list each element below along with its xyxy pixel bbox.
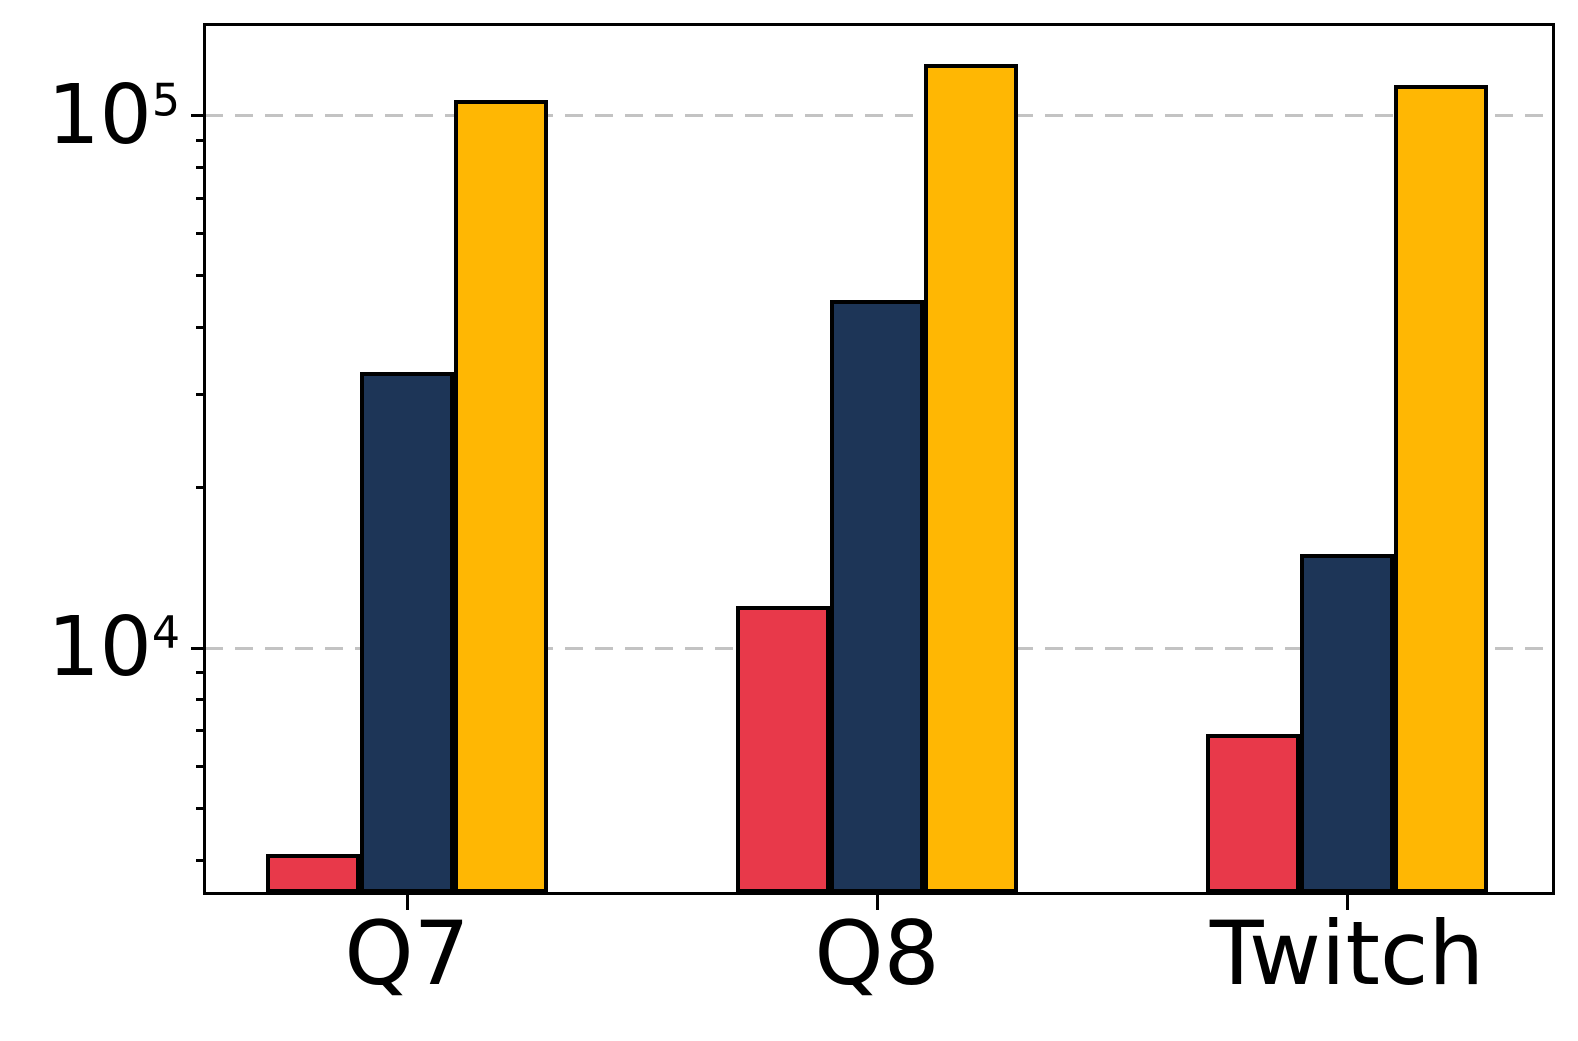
x-tick-q8: [875, 893, 879, 910]
gridline-10e5: [205, 114, 1553, 118]
y-minor-tick: [196, 764, 205, 768]
y-tick-label-exponent: 5: [151, 75, 180, 127]
y-major-tick-10e5: [191, 114, 205, 118]
x-tick-twitch: [1345, 893, 1349, 910]
y-tick-label-base: 10: [47, 67, 152, 163]
y-minor-tick: [196, 196, 205, 200]
y-minor-tick: [196, 392, 205, 396]
bar-q7-navy: [360, 372, 454, 893]
bars-layer: [205, 25, 1553, 893]
x-tick-label-twitch: Twitch: [1209, 902, 1485, 1005]
y-minor-tick: [196, 274, 205, 278]
y-minor-tick: [196, 807, 205, 811]
y-tick-label-10e4: 104: [8, 607, 180, 689]
bar-twitch-navy: [1300, 554, 1394, 893]
y-minor-tick: [196, 232, 205, 236]
y-minor-tick: [196, 165, 205, 169]
bar-twitch-red: [1206, 734, 1300, 893]
y-major-tick-10e4: [191, 646, 205, 650]
x-tick-label-q8: Q8: [814, 902, 940, 1005]
bar-q8-orange: [924, 64, 1018, 893]
bar-q7-orange: [454, 100, 548, 893]
y-minor-tick: [196, 486, 205, 490]
y-tick-label-exponent: 4: [151, 607, 180, 659]
y-minor-tick: [196, 858, 205, 862]
y-minor-tick: [196, 729, 205, 733]
y-tick-label-10e5: 105: [8, 74, 180, 157]
y-minor-tick: [196, 138, 205, 142]
x-tick-q7: [405, 893, 409, 910]
y-minor-tick: [196, 698, 205, 702]
bar-q8-red: [736, 606, 830, 893]
ticks-layer: [191, 25, 1553, 910]
bar-q7-red: [266, 854, 360, 893]
y-minor-tick: [196, 671, 205, 675]
x-tick-label-q7: Q7: [344, 902, 470, 1005]
bar-q8-navy: [830, 300, 924, 893]
y-minor-tick: [196, 326, 205, 330]
y-tick-label-base: 10: [47, 600, 152, 696]
bar-twitch-orange: [1394, 85, 1488, 893]
